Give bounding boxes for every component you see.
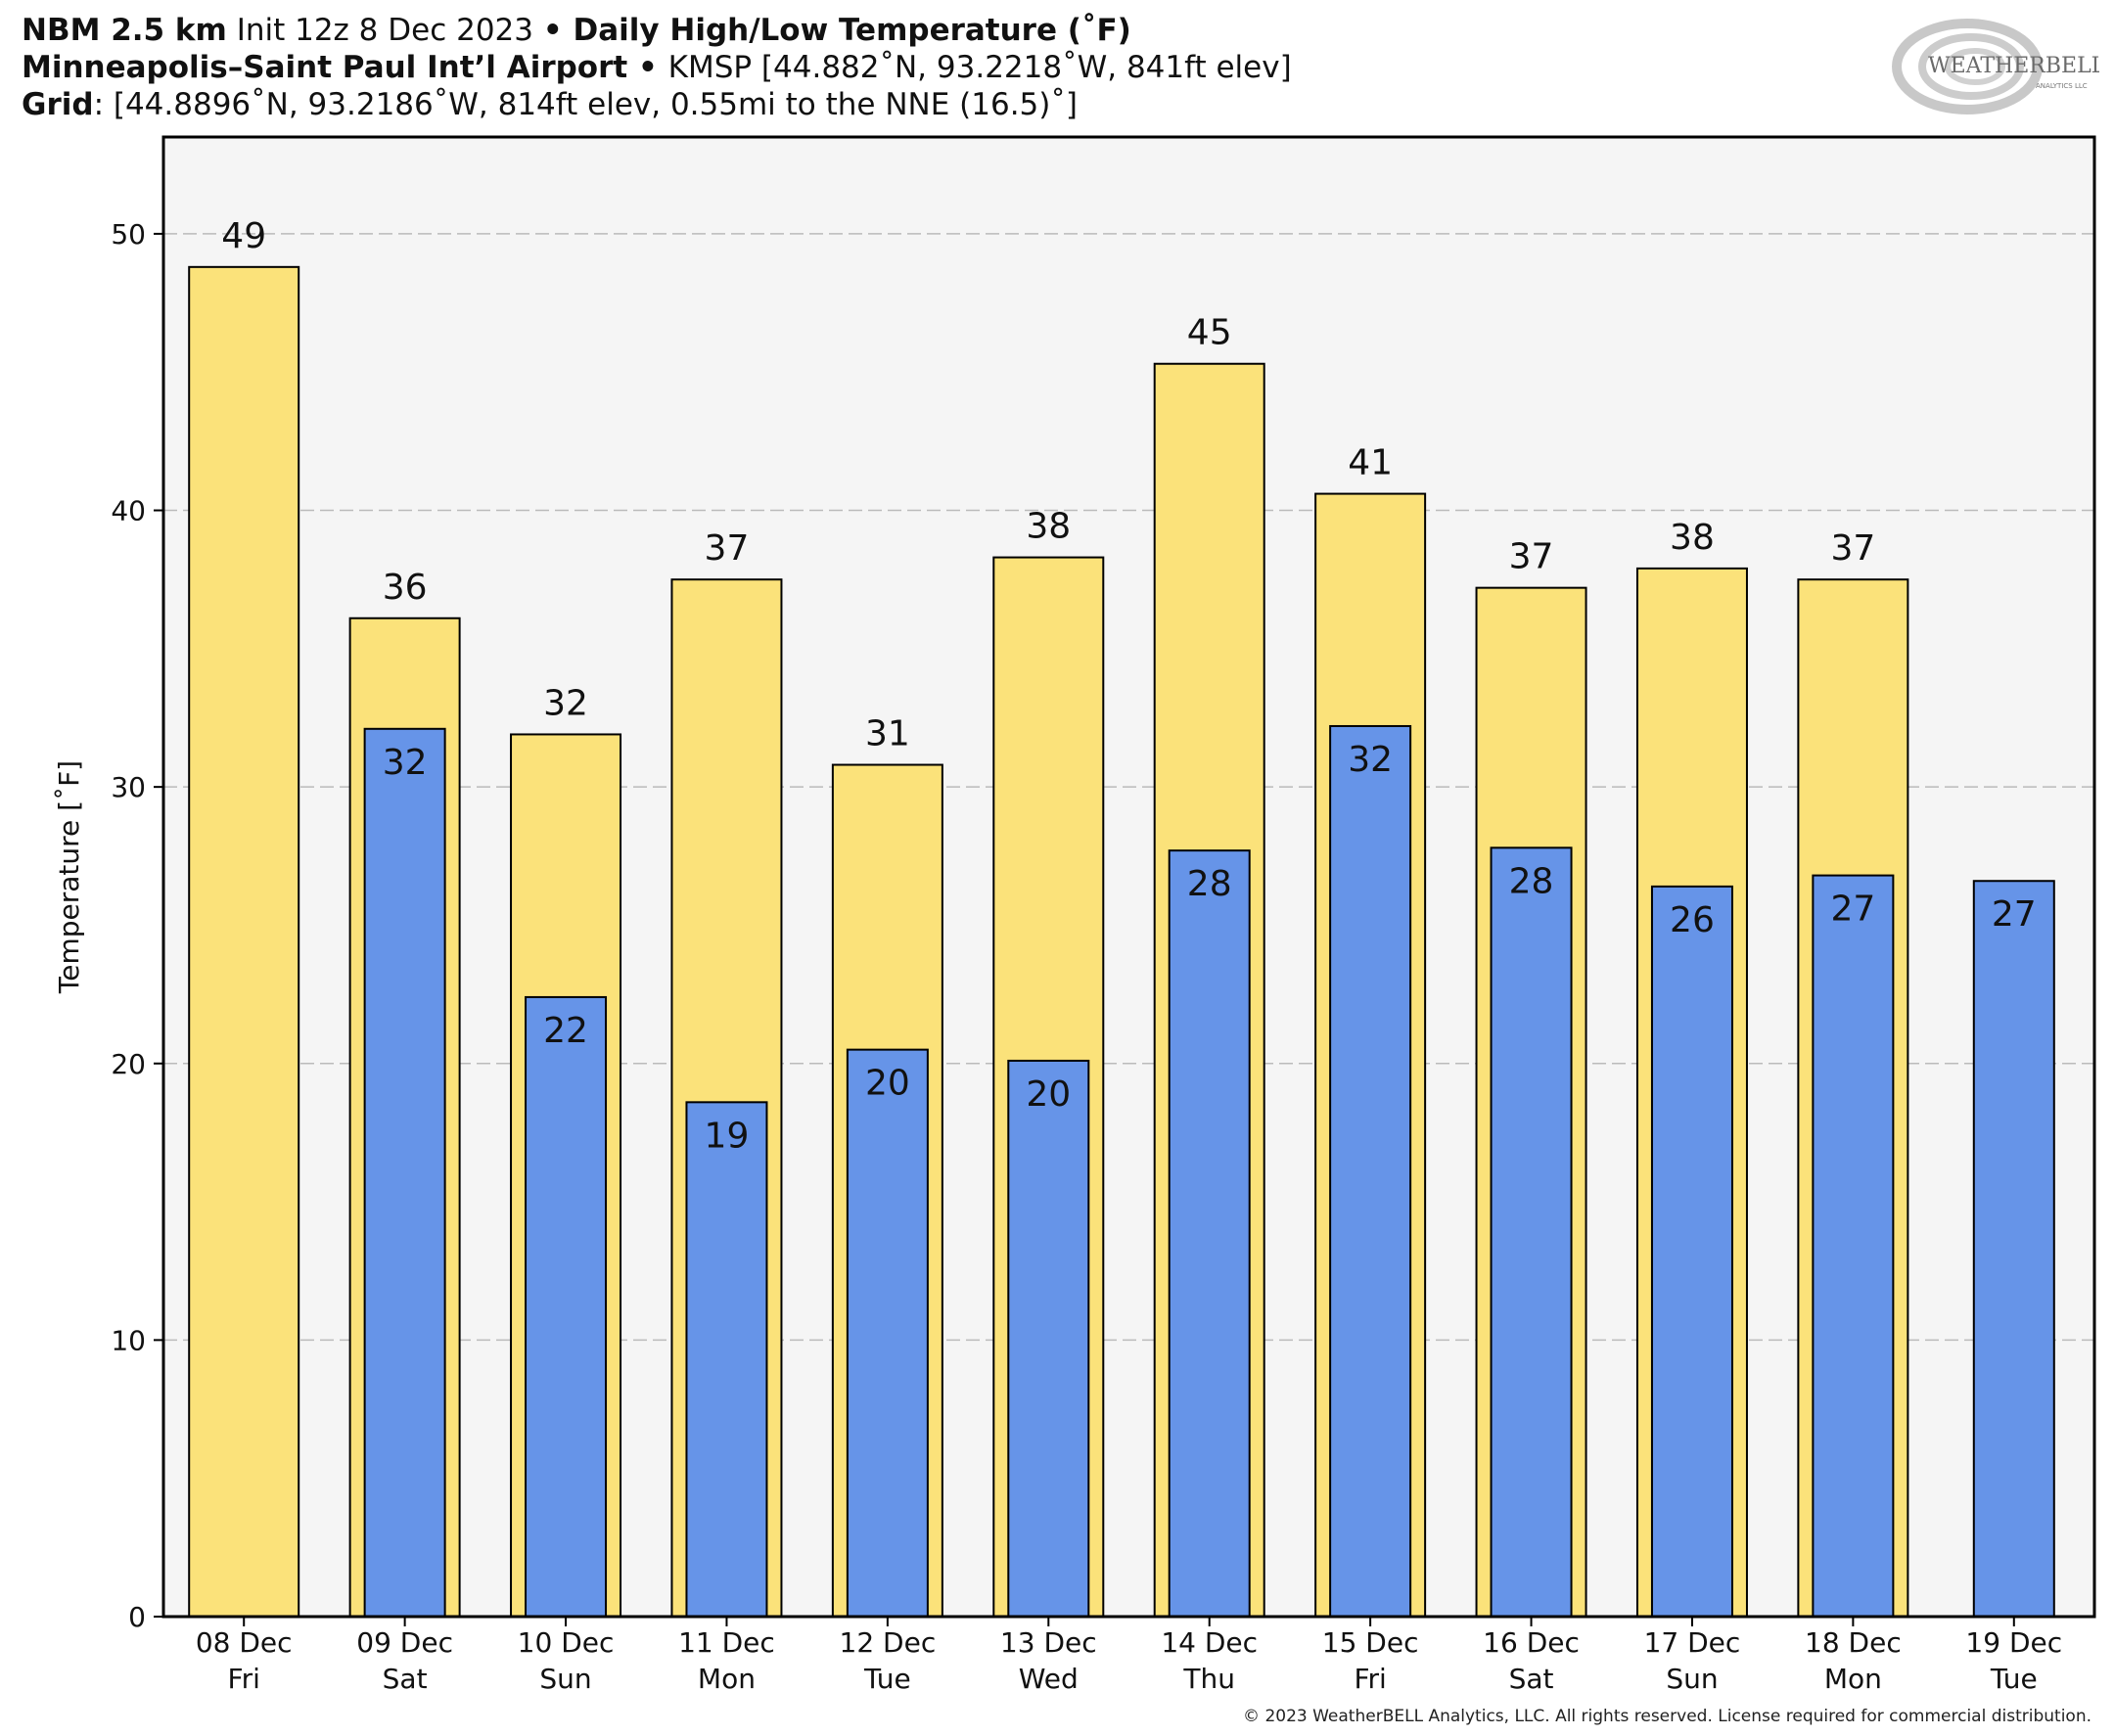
separator: •: [542, 13, 563, 48]
logo-wordmark: WEATHERBELL: [1928, 54, 2099, 78]
model-name: NBM 2.5 km: [22, 13, 227, 48]
low-temp-label: 32: [383, 743, 428, 783]
x-tick-date: 15 Dec: [1322, 1626, 1419, 1659]
y-tick-label: 10: [111, 1324, 146, 1356]
high-temp-label: 37: [1830, 528, 1875, 569]
low-temp-label: 22: [543, 1011, 588, 1051]
high-temp-label: 37: [1509, 537, 1554, 577]
low-temp-bar: [363, 727, 446, 1618]
station-details: KMSP [44.882˚N, 93.2218˚W, 841ft elev]: [667, 50, 1292, 85]
high-temp-label: 31: [865, 714, 910, 754]
copyright-notice: © 2023 WeatherBELL Analytics, LLC. All r…: [1243, 1707, 2091, 1726]
low-temp-label: 20: [1026, 1074, 1071, 1115]
header-line-model: NBM 2.5 km Init 12z 8 Dec 2023 • Daily H…: [22, 12, 1861, 49]
high-temp-label: 38: [1026, 507, 1071, 547]
x-tick-date: 10 Dec: [518, 1626, 615, 1659]
high-temp-bar: [188, 265, 300, 1618]
low-temp-label: 32: [1348, 740, 1393, 780]
low-temp-bar: [1329, 724, 1412, 1618]
low-temp-bar: [1007, 1059, 1090, 1618]
low-temp-label: 27: [1992, 894, 2037, 935]
x-tick-weekday: Sat: [383, 1663, 428, 1695]
product-title: Daily High/Low Temperature (˚F): [562, 13, 1131, 48]
y-tick-label: 40: [111, 495, 146, 527]
x-tick-date: 16 Dec: [1483, 1626, 1580, 1659]
station-name: Minneapolis–Saint Paul Int’l Airport: [22, 50, 628, 85]
low-temp-label: 20: [865, 1064, 910, 1104]
x-tick-weekday: Fri: [228, 1663, 260, 1695]
low-temp-label: 28: [1187, 864, 1232, 904]
init-time: Init 12z 8 Dec 2023: [226, 13, 543, 48]
low-temp-bar: [685, 1101, 768, 1619]
high-temp-label: 49: [221, 216, 266, 256]
y-tick-label: 20: [111, 1048, 146, 1080]
x-tick-weekday: Sun: [539, 1663, 591, 1695]
high-temp-label: 38: [1670, 518, 1715, 558]
high-temp-label: 36: [383, 568, 428, 608]
x-tick-date: 17 Dec: [1644, 1626, 1741, 1659]
low-temp-bar: [1650, 885, 1733, 1618]
x-tick-weekday: Sat: [1509, 1663, 1554, 1695]
low-temp-bar: [525, 995, 608, 1618]
x-tick-weekday: Fri: [1354, 1663, 1386, 1695]
header-line-grid: Grid: [44.8896˚N, 93.2186˚W, 814ft elev,…: [22, 86, 1861, 123]
x-tick-date: 19 Dec: [1965, 1626, 2062, 1659]
high-temp-label: 37: [705, 528, 750, 569]
low-temp-label: 27: [1830, 890, 1875, 930]
low-temp-bar: [1490, 846, 1573, 1618]
x-tick-date: 12 Dec: [840, 1626, 937, 1659]
x-tick-weekday: Tue: [1990, 1663, 2038, 1695]
header-line-station: Minneapolis–Saint Paul Int’l Airport • K…: [22, 49, 1861, 86]
low-temp-label: 26: [1670, 900, 1715, 940]
low-temp-label: 28: [1509, 861, 1554, 901]
low-temp-bar: [1168, 849, 1251, 1618]
y-tick-label: 50: [111, 218, 146, 251]
x-tick-weekday: Sun: [1666, 1663, 1718, 1695]
y-tick-label: 0: [128, 1601, 146, 1633]
high-temp-label: 32: [543, 683, 588, 723]
high-temp-label: 45: [1187, 313, 1232, 353]
x-tick-date: 18 Dec: [1805, 1626, 1902, 1659]
high-temp-label: 41: [1348, 443, 1393, 483]
x-tick-weekday: Thu: [1182, 1663, 1235, 1695]
y-axis-label: Temperature [˚F]: [53, 760, 85, 994]
x-tick-date: 09 Dec: [356, 1626, 453, 1659]
x-tick-date: 11 Dec: [678, 1626, 775, 1659]
low-temp-bar: [1972, 880, 2055, 1618]
x-tick-weekday: Wed: [1019, 1663, 1079, 1695]
y-tick-label: 30: [111, 771, 146, 803]
weatherbell-logo: WEATHERBELL ANALYTICS LLC: [1892, 19, 2099, 114]
separator: •: [627, 50, 668, 85]
low-temp-label: 19: [705, 1116, 750, 1156]
low-temp-bar: [846, 1048, 929, 1618]
x-tick-date: 14 Dec: [1161, 1626, 1258, 1659]
x-tick-weekday: Tue: [863, 1663, 911, 1695]
grid-label: Grid: [22, 87, 94, 122]
chart-header: NBM 2.5 km Init 12z 8 Dec 2023 • Daily H…: [22, 12, 1861, 123]
logo-subtext: ANALYTICS LLC: [2036, 82, 2088, 90]
plot-area: [163, 137, 2094, 1617]
x-tick-weekday: Mon: [698, 1663, 756, 1695]
low-temp-bar: [1812, 874, 1895, 1618]
x-tick-date: 13 Dec: [1000, 1626, 1097, 1659]
x-tick-date: 08 Dec: [196, 1626, 293, 1659]
plot-frame: [161, 135, 2096, 1619]
grid-details: : [44.8896˚N, 93.2186˚W, 814ft elev, 0.5…: [93, 87, 1078, 122]
x-tick-weekday: Mon: [1824, 1663, 1882, 1695]
